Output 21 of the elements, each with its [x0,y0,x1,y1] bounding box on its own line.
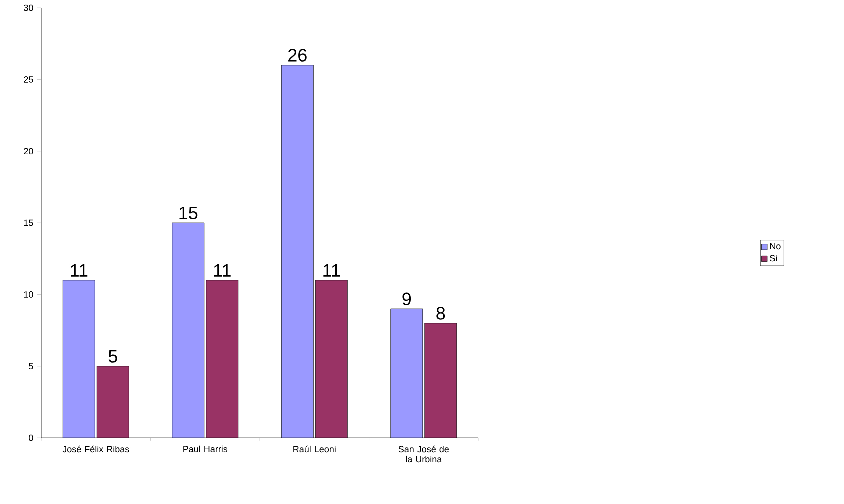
y-tick-label: 15 [24,220,34,226]
data-label: 5 [108,350,118,363]
y-tick-label: 30 [24,4,34,12]
data-label: 11 [214,264,231,277]
y-tick-label: 5 [29,363,34,370]
legend-label: Si [770,255,778,262]
x-tick-label: San José de la Urbina [398,446,450,463]
data-label: 11 [324,264,340,277]
legend-label: No [770,243,781,250]
data-label: 9 [402,292,412,306]
y-tick-label: 0 [29,434,34,442]
data-label: 11 [71,264,88,277]
y-tick-label: 20 [24,148,34,155]
data-label: 26 [288,49,307,62]
x-tick-label: José Félix Ribas [62,446,130,453]
y-tick-label: 25 [24,76,34,83]
x-tick-label: Paul Harris [184,446,228,452]
data-label: 15 [180,206,198,220]
y-tick-label: 10 [24,292,34,298]
data-label: 8 [436,307,446,320]
x-tick-label: Raúl Leoni [294,446,336,453]
